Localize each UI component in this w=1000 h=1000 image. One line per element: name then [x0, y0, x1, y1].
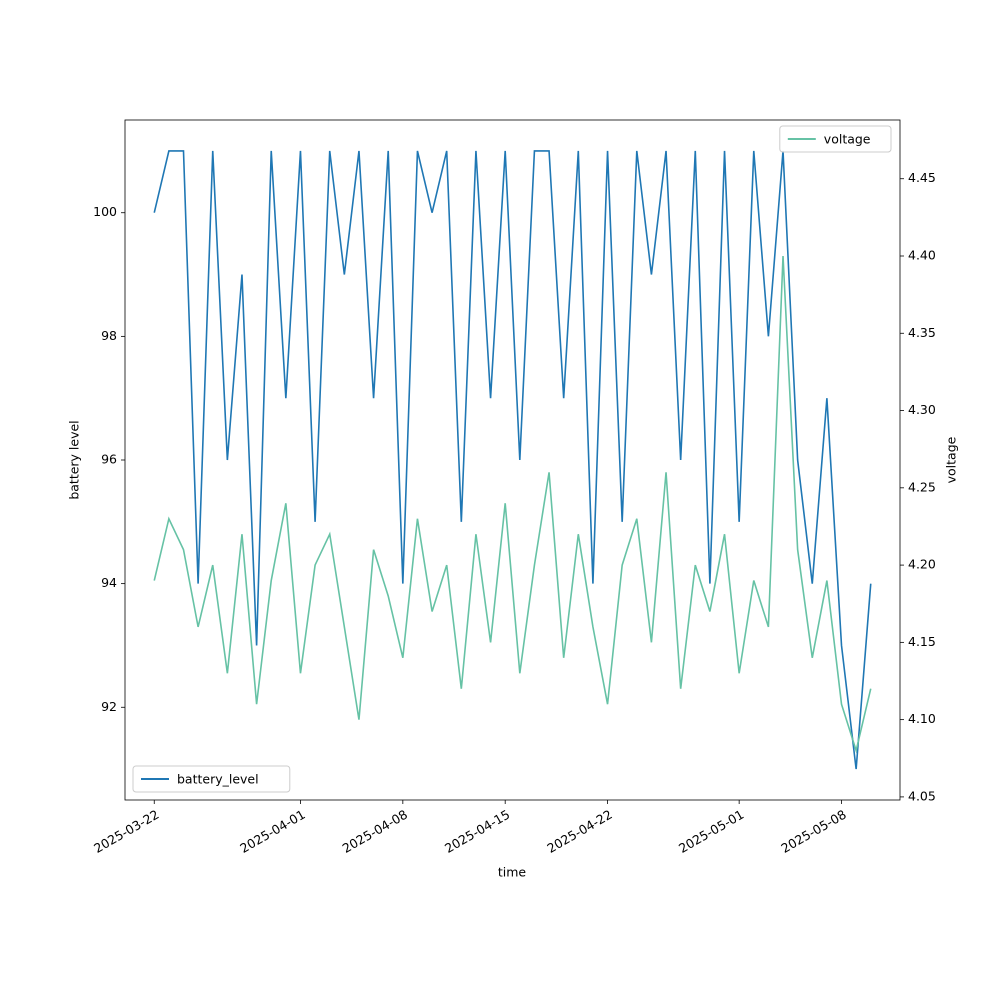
y-tick-label: 96 — [101, 452, 117, 467]
y2-tick-label: 4.20 — [908, 557, 936, 572]
y2-axis-label: voltage — [944, 436, 959, 483]
y2-tick-label: 4.35 — [908, 325, 936, 340]
data-line — [153, 150, 872, 770]
y2-tick-label: 4.40 — [908, 248, 936, 263]
y-axis-label: battery level — [67, 420, 82, 499]
y-tick-label: 92 — [101, 699, 117, 714]
y2-tick-label: 4.05 — [908, 788, 936, 803]
legend-box — [779, 125, 892, 153]
y2-tick-label: 4.30 — [908, 402, 936, 417]
legend: battery_level — [132, 765, 291, 793]
y-tick-label: 94 — [101, 575, 117, 590]
y2-tick-label: 4.15 — [908, 634, 936, 649]
y-tick-label: 98 — [101, 328, 117, 343]
y2-tick-label: 4.25 — [908, 479, 936, 494]
x-axis-label: time — [498, 865, 527, 880]
y-tick-label: 100 — [93, 204, 117, 219]
legend: voltage — [779, 125, 892, 153]
data-line — [153, 255, 872, 754]
y2-tick-label: 4.45 — [908, 170, 936, 185]
y2-tick-label: 4.10 — [908, 711, 936, 726]
legend-label: voltage — [824, 132, 871, 147]
legend-label: battery_level — [177, 772, 259, 787]
legend-box — [132, 765, 291, 793]
